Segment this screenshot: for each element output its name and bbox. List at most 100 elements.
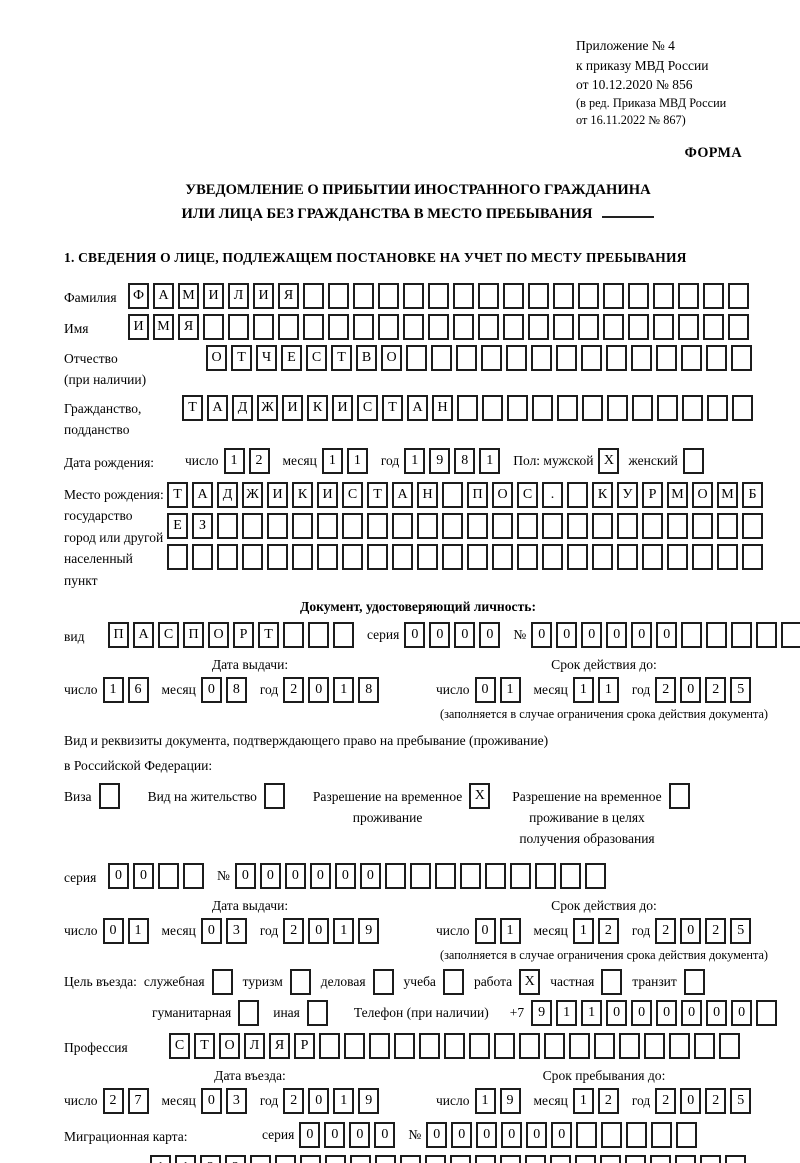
char-cell[interactable]: Т: [231, 344, 252, 371]
char-cell[interactable]: 0: [284, 862, 306, 889]
char-cell[interactable]: [532, 394, 553, 421]
char-cell[interactable]: 1: [321, 447, 343, 474]
char-cell[interactable]: [559, 862, 581, 889]
char-cell[interactable]: [706, 622, 728, 649]
char-cell[interactable]: 6: [127, 677, 149, 704]
char-cell[interactable]: 2: [283, 677, 305, 704]
char-cell[interactable]: [517, 512, 538, 539]
char-cell[interactable]: 1: [581, 999, 603, 1026]
char-cell[interactable]: 0: [476, 1121, 498, 1148]
char-cell[interactable]: О: [692, 481, 713, 508]
char-cell[interactable]: [728, 313, 749, 340]
char-cell[interactable]: [681, 344, 702, 371]
char-cell[interactable]: 0: [404, 622, 426, 649]
char-cell[interactable]: И: [267, 481, 288, 508]
char-cell[interactable]: 0: [309, 862, 331, 889]
char-cell[interactable]: [453, 282, 474, 309]
char-cell[interactable]: [678, 313, 699, 340]
char-cell[interactable]: [626, 1121, 648, 1148]
char-cell[interactable]: [406, 344, 427, 371]
char-cell[interactable]: [703, 313, 724, 340]
char-cell[interactable]: 1: [333, 1087, 355, 1114]
char-cell[interactable]: [192, 543, 213, 570]
char-cell[interactable]: [582, 394, 603, 421]
char-cell[interactable]: И: [203, 282, 224, 309]
char-cell[interactable]: 9: [531, 999, 553, 1026]
char-cell[interactable]: 0: [526, 1121, 548, 1148]
char-cell[interactable]: [492, 512, 513, 539]
char-cell[interactable]: [553, 282, 574, 309]
char-cell[interactable]: [578, 282, 599, 309]
char-cell[interactable]: [557, 394, 578, 421]
char-cell[interactable]: [644, 1032, 665, 1059]
char-cell[interactable]: [457, 394, 478, 421]
char-cell[interactable]: 0: [656, 999, 678, 1026]
char-cell[interactable]: [275, 1154, 296, 1163]
char-cell[interactable]: 0: [680, 1087, 702, 1114]
char-cell[interactable]: [653, 313, 674, 340]
char-cell[interactable]: Ж: [242, 481, 263, 508]
char-cell[interactable]: 0: [451, 1121, 473, 1148]
char-cell[interactable]: 0: [200, 677, 222, 704]
purpose-other-checkbox[interactable]: [306, 999, 328, 1026]
char-cell[interactable]: [651, 1121, 673, 1148]
char-cell[interactable]: Т: [258, 622, 279, 649]
char-cell[interactable]: З: [192, 512, 213, 539]
char-cell[interactable]: С: [169, 1032, 190, 1059]
char-cell[interactable]: [667, 543, 688, 570]
char-cell[interactable]: [632, 394, 653, 421]
char-cell[interactable]: 0: [259, 862, 281, 889]
purpose-humanitarian-checkbox[interactable]: [238, 999, 260, 1026]
char-cell[interactable]: [378, 313, 399, 340]
char-cell[interactable]: [619, 1032, 640, 1059]
char-cell[interactable]: Н: [417, 481, 438, 508]
char-cell[interactable]: 5: [730, 917, 752, 944]
char-cell[interactable]: [342, 543, 363, 570]
char-cell[interactable]: [425, 1154, 446, 1163]
char-cell[interactable]: [594, 1032, 615, 1059]
char-cell[interactable]: [581, 344, 602, 371]
char-cell[interactable]: [650, 1154, 671, 1163]
char-cell[interactable]: 0: [426, 1121, 448, 1148]
char-cell[interactable]: 1: [474, 1087, 496, 1114]
char-cell[interactable]: [653, 282, 674, 309]
char-cell[interactable]: 0: [474, 917, 496, 944]
char-cell[interactable]: 0: [308, 917, 330, 944]
char-cell[interactable]: [606, 344, 627, 371]
char-cell[interactable]: Т: [382, 394, 403, 421]
char-cell[interactable]: [592, 512, 613, 539]
char-cell[interactable]: [434, 862, 456, 889]
char-cell[interactable]: 1: [556, 999, 578, 1026]
char-cell[interactable]: [417, 512, 438, 539]
char-cell[interactable]: [607, 394, 628, 421]
char-cell[interactable]: [303, 282, 324, 309]
char-cell[interactable]: 0: [200, 917, 222, 944]
char-cell[interactable]: 8: [225, 677, 247, 704]
temp-residence-education-checkbox[interactable]: [668, 782, 690, 809]
char-cell[interactable]: 2: [705, 677, 727, 704]
char-cell[interactable]: [525, 1154, 546, 1163]
char-cell[interactable]: Е: [167, 512, 188, 539]
char-cell[interactable]: А: [207, 394, 228, 421]
char-cell[interactable]: [453, 313, 474, 340]
char-cell[interactable]: О: [219, 1032, 240, 1059]
char-cell[interactable]: 5: [730, 1087, 752, 1114]
char-cell[interactable]: [444, 1032, 465, 1059]
char-cell[interactable]: 0: [474, 677, 496, 704]
char-cell[interactable]: [367, 543, 388, 570]
char-cell[interactable]: 0: [680, 677, 702, 704]
char-cell[interactable]: [467, 543, 488, 570]
char-cell[interactable]: Р: [233, 622, 254, 649]
char-cell[interactable]: 1: [597, 677, 619, 704]
char-cell[interactable]: [725, 1154, 746, 1163]
char-cell[interactable]: [203, 313, 224, 340]
char-cell[interactable]: [717, 512, 738, 539]
char-cell[interactable]: [319, 1032, 340, 1059]
char-cell[interactable]: [344, 1032, 365, 1059]
char-cell[interactable]: 2: [597, 917, 619, 944]
char-cell[interactable]: А: [133, 622, 154, 649]
char-cell[interactable]: [417, 543, 438, 570]
char-cell[interactable]: [409, 862, 431, 889]
char-cell[interactable]: [431, 344, 452, 371]
residence-permit-checkbox[interactable]: [263, 782, 285, 809]
